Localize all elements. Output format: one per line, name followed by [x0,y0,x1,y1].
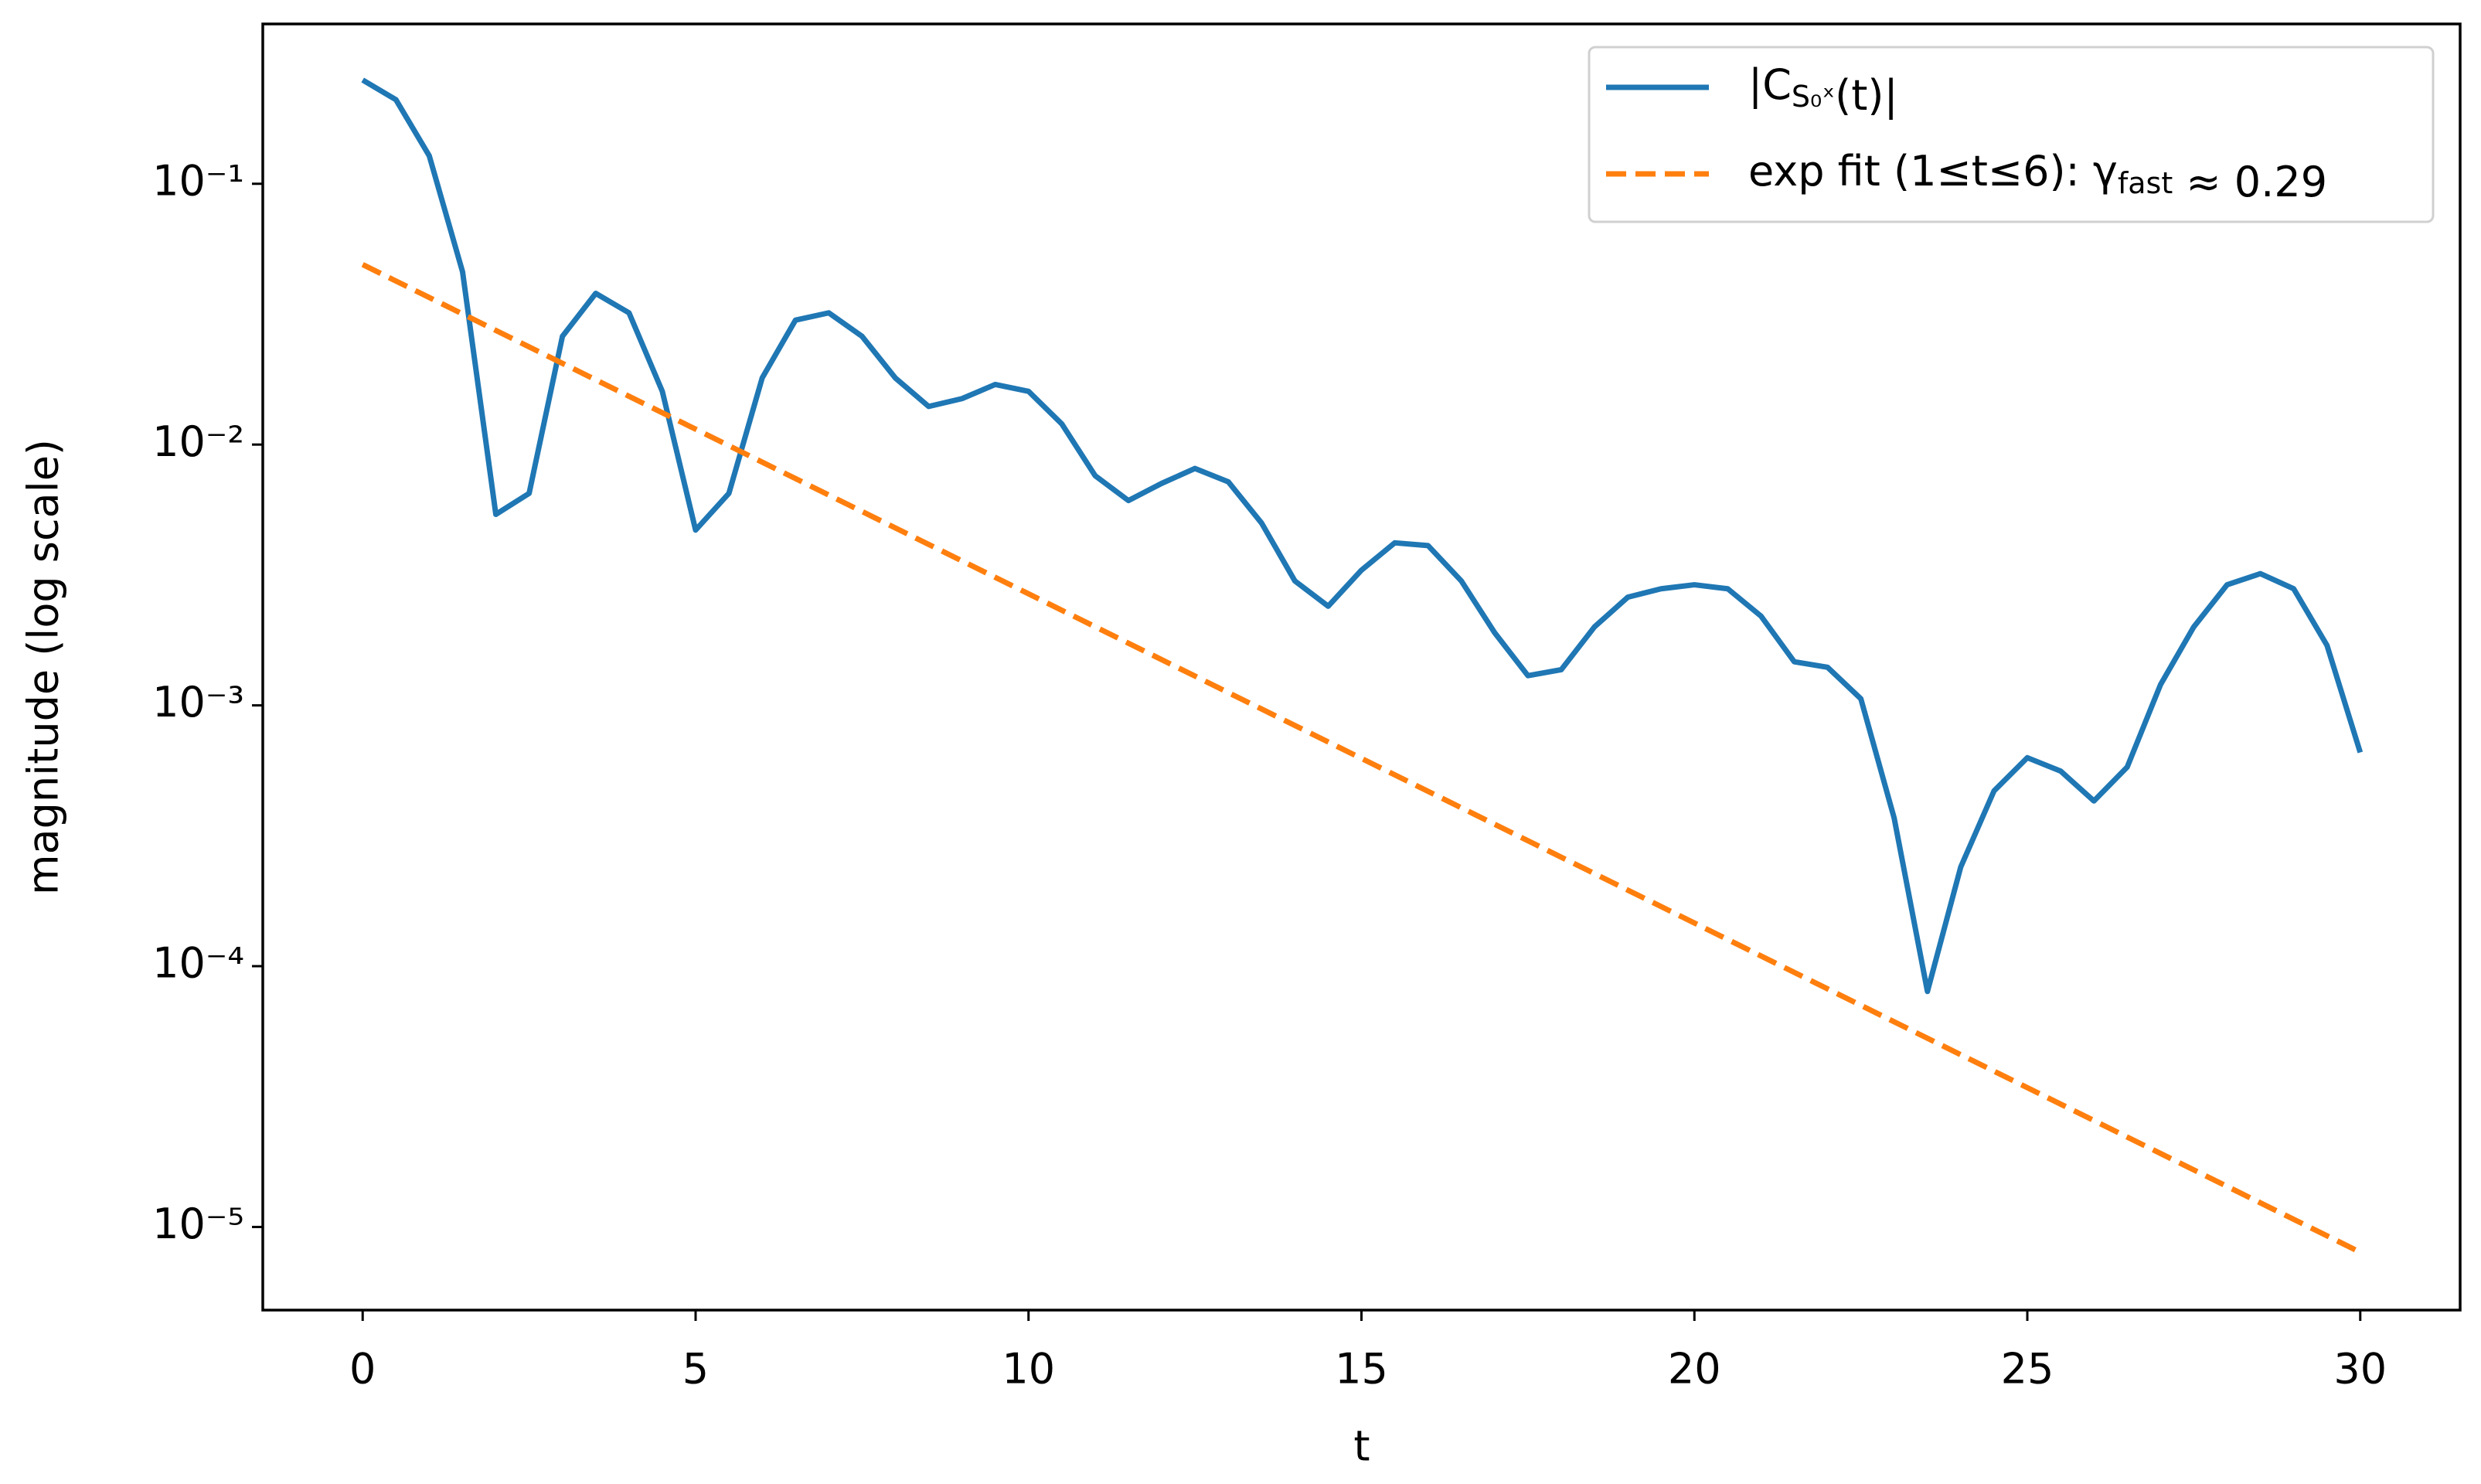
x-tick-label: 0 [349,1345,376,1394]
x-tick-label: 25 [2001,1345,2054,1394]
x-tick-label: 30 [2333,1345,2387,1394]
y-tick-label: 10⁻⁴ [152,939,244,988]
y-axis-label: magnitude (log scale) [19,439,68,895]
y-tick-label: 10⁻¹ [152,156,244,205]
plot-frame [261,22,2462,1312]
legend-box [1588,46,2435,223]
x-tick-label: 15 [1335,1345,1388,1394]
series-line [361,262,2362,1255]
series-line [361,77,2364,995]
y-tick-label: 10⁻³ [152,678,244,727]
x-axis-label: t [1353,1422,1370,1471]
legend-label: exp fit (1≤t≤6): γfast ≈ 0.29 [1748,147,2327,206]
y-tick-label: 10⁻² [152,417,244,466]
legend-label: |CS₀ˣ(t)| [1748,60,1898,120]
y-tick-label: 10⁻⁵ [152,1200,244,1248]
x-tick-label: 10 [1002,1345,1055,1394]
x-tick-label: 20 [1668,1345,1721,1394]
x-tick-label: 5 [682,1345,709,1394]
